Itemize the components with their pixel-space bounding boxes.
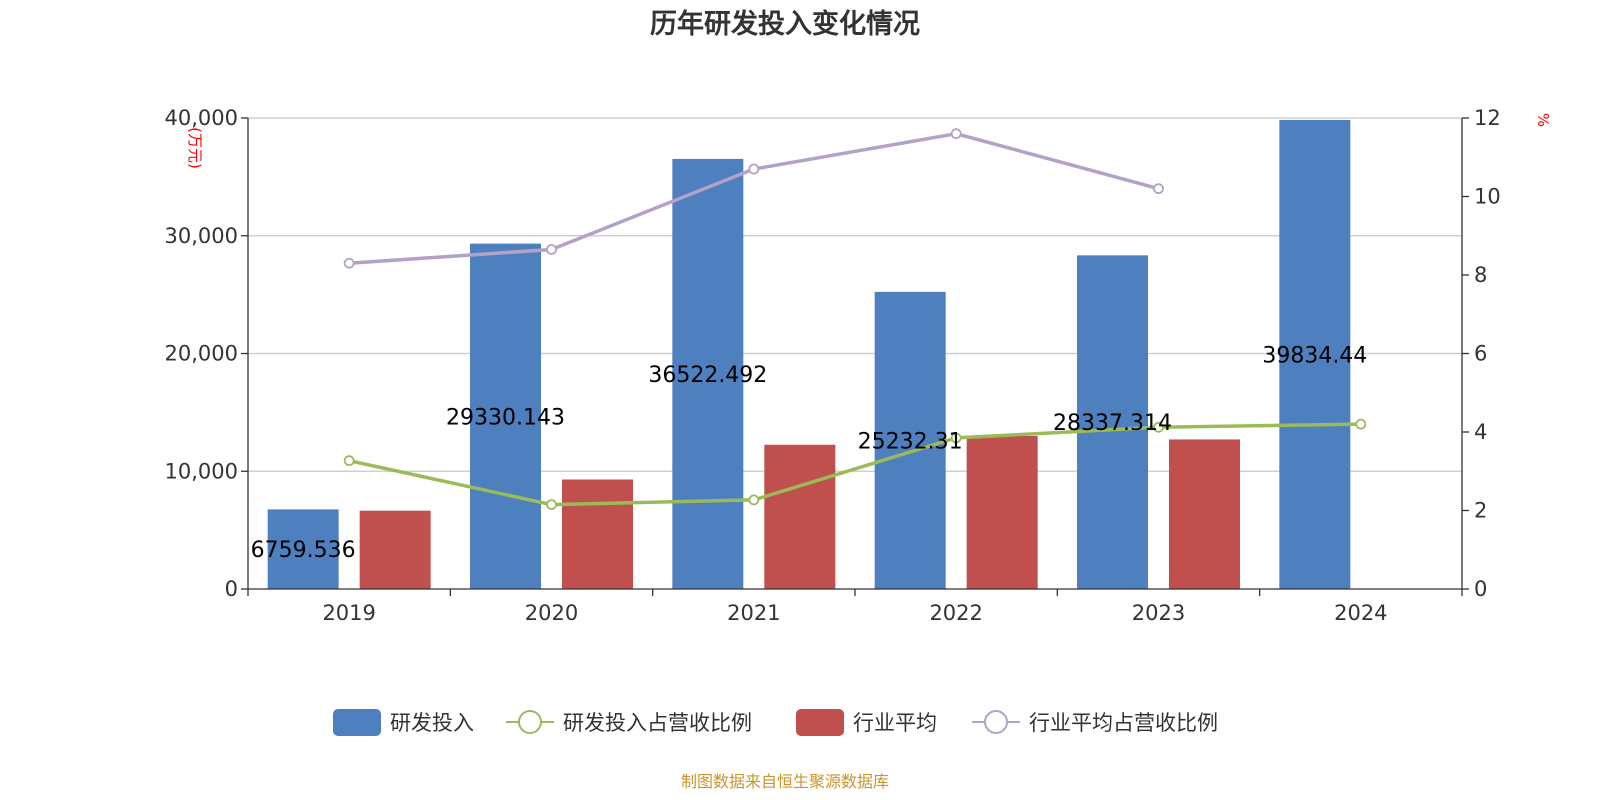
point-研发投入占营收比例 (1355, 418, 1367, 430)
bar-行业平均-2021 (764, 444, 836, 589)
legend: 研发投入 研发投入占营收比例 行业平均 行业平均占营收比例 (333, 709, 1218, 736)
right-tick-label: 8 (1474, 263, 1487, 287)
bar-研发投入-2022 (874, 291, 946, 589)
right-tick-label: 2 (1474, 499, 1487, 523)
left-tick-label: 30,000 (165, 224, 238, 248)
data-labels: 6759.536 29330.143 36522.492 25232.31 28337.… (251, 343, 1368, 563)
legend-marker-行业平均占营收比例 (984, 710, 1008, 734)
data-label: 6759.536 (251, 538, 356, 563)
left-tick-label: 10,000 (165, 459, 238, 483)
left-tick-label: 0 (225, 577, 238, 601)
bar-研发投入-2020 (470, 243, 541, 589)
point-行业平均占营收比例 (1153, 183, 1164, 195)
x-tick-label: 2019 (322, 601, 375, 625)
legend-label: 研发投入占营收比例 (563, 711, 752, 735)
line-研发投入占营收比例 (348, 422, 1361, 507)
point-研发投入占营收比例 (1153, 421, 1164, 433)
point-行业平均占营收比例 (748, 163, 760, 175)
point-研发投入占营收比例 (343, 455, 355, 467)
bar-行业平均-2022 (966, 435, 1038, 589)
bar-研发投入-2024 (1279, 119, 1351, 590)
source-note: 制图数据来自恒生聚源数据库 (681, 772, 889, 791)
legend-marker-研发投入占营收比例 (518, 710, 542, 734)
data-label: 36522.492 (648, 363, 767, 388)
point-研发投入占营收比例 (546, 499, 557, 511)
right-tick-label: 12 (1474, 106, 1501, 130)
legend-swatch-行业平均 (796, 709, 844, 736)
point-行业平均占营收比例 (546, 244, 557, 255)
data-label: 25232.31 (858, 429, 963, 454)
legend-label: 行业平均 (853, 711, 937, 735)
right-tick-label: 4 (1474, 420, 1487, 444)
right-tick-label: 10 (1474, 185, 1501, 209)
x-tick-label: 2024 (1334, 601, 1387, 625)
legend-label: 研发投入 (390, 711, 474, 735)
point-研发投入占营收比例 (748, 494, 760, 506)
bar-行业平均-2020 (562, 479, 633, 589)
axes: 0 10,000 20,000 30,000 40,000 0 2 4 6 8 10 12 2019 20… (165, 106, 1501, 625)
left-tick-label: 40,000 (165, 106, 238, 130)
grid-lines (248, 117, 1462, 472)
bar-研发投入-2019 (267, 509, 339, 589)
x-tick-label: 2022 (929, 601, 982, 625)
chart-title: 历年研发投入变化情况 (650, 8, 920, 40)
x-tick-label: 2023 (1132, 601, 1185, 625)
legend-swatch-研发投入 (333, 709, 381, 736)
right-tick-label: 6 (1474, 342, 1487, 366)
bar-行业平均-2019 (359, 510, 431, 589)
x-tick-label: 2021 (727, 601, 780, 625)
point-研发投入占营收比例 (950, 432, 962, 444)
x-tick-label: 2020 (525, 601, 578, 625)
lines (343, 128, 1367, 511)
legend-label: 行业平均占营收比例 (1029, 711, 1218, 735)
right-tick-label: 0 (1474, 577, 1487, 601)
left-tick-label: 20,000 (165, 342, 238, 366)
right-axis-unit: % (1534, 113, 1552, 127)
point-行业平均占营收比例 (950, 128, 962, 140)
bar-行业平均-2023 (1169, 439, 1240, 589)
left-axis-unit: (万元) (186, 127, 204, 169)
point-行业平均占营收比例 (343, 257, 355, 269)
data-label: 28337.314 (1053, 411, 1172, 436)
bar-研发投入-2023 (1077, 255, 1148, 589)
data-label: 29330.143 (446, 405, 565, 430)
bars (267, 119, 1351, 590)
bar-研发投入-2021 (672, 158, 744, 589)
data-label: 39834.44 (1262, 343, 1367, 368)
